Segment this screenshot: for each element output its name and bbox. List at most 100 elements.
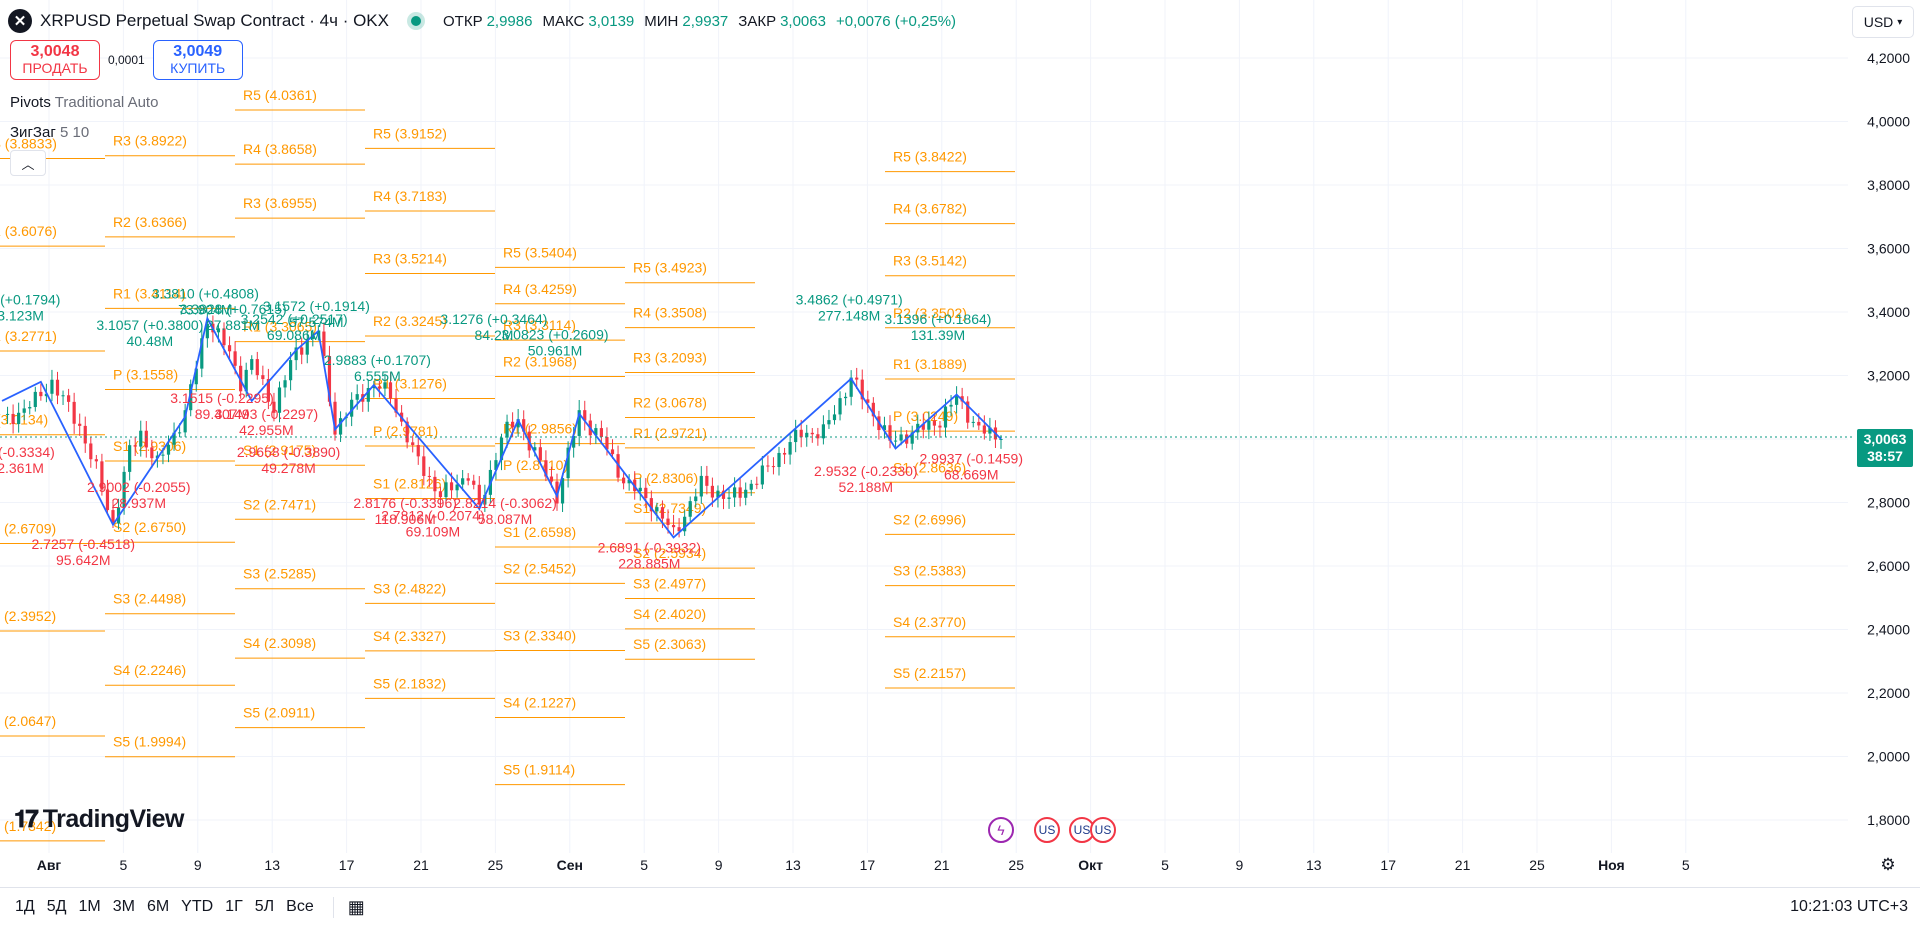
period-1m-button[interactable]: 1М (78, 898, 101, 915)
zigzag-volume-label: 228.885M (618, 555, 680, 571)
candle-body (727, 497, 731, 499)
candle-body (760, 465, 764, 485)
pivot-level-label: R3 (3.5142) (893, 253, 967, 269)
ohlc-close-value: 3,0063 (780, 12, 826, 30)
candle-body (294, 347, 298, 361)
zigzag-volume-label: 42.955M (239, 422, 293, 438)
pivot-level-label: R4 (3.3508) (633, 305, 707, 321)
period-all-button[interactable]: Все (286, 898, 314, 915)
candle-body (683, 516, 687, 532)
zigzag-label: 2.9658 (-0.3890) (237, 444, 341, 460)
candle-body (250, 359, 254, 370)
candle-body (544, 460, 548, 477)
candle-body (94, 459, 98, 462)
period-ytd-button[interactable]: YTD (181, 898, 214, 915)
clock[interactable]: 10:21:03 UTC+3 (1790, 898, 1908, 915)
period-3m-button[interactable]: 3М (112, 898, 135, 915)
period-1y-button[interactable]: 1Г (225, 898, 243, 915)
period-5y-button[interactable]: 5Л (254, 898, 275, 915)
candle-body (782, 452, 787, 455)
symbol-title[interactable]: XRPUSD Perpetual Swap Contract · 4ч · OK… (40, 11, 389, 30)
period-5d-button[interactable]: 5Д (46, 898, 67, 915)
pivot-level-label: R2 (3.1968) (503, 354, 577, 370)
candle-body (572, 435, 576, 448)
pivot-level-label: S2 (2.6750) (113, 519, 186, 535)
last-price-badge: 3,0063 38:57 (1857, 429, 1913, 467)
candle-body (744, 489, 748, 498)
x-tick-label: 9 (1236, 857, 1244, 873)
candle-body (283, 380, 287, 388)
candle-body (11, 413, 15, 425)
candle-body (610, 449, 615, 455)
pivot-level-label: S1 (2.8126) (373, 475, 446, 491)
candle-body (827, 420, 831, 425)
tradingview-logo-text: TradingView (42, 805, 185, 833)
zigzag-label: 3.2542 (+0.2517) (241, 311, 348, 327)
candle-body (333, 401, 337, 435)
candle-body (272, 401, 276, 413)
candle-body (422, 456, 426, 476)
candle-body (72, 401, 76, 424)
candle-body (372, 386, 376, 389)
candle-body (449, 482, 454, 491)
x-tick-label: 17 (1380, 857, 1396, 873)
candle-body (771, 466, 776, 468)
y-tick-label: 2,2000 (1867, 685, 1910, 701)
candle-body (699, 475, 703, 497)
candle-body (255, 359, 259, 376)
chevron-up-icon: ︿ (21, 156, 35, 172)
candle-body (660, 507, 665, 519)
candle-body (338, 418, 343, 435)
zigzag-volume-label: 27.881M (206, 317, 260, 333)
candle-body (438, 491, 443, 498)
candle-body (44, 393, 48, 397)
pivot-level-label: S2 (2.5934) (633, 545, 706, 561)
us-flag-icon[interactable]: US (1090, 817, 1116, 843)
pivot-level-label: R1 (3.1889) (893, 356, 967, 372)
candle-body (83, 425, 87, 444)
collapse-indicators-button[interactable]: ︿ (10, 150, 46, 176)
zigzag-volume-label: 49.278M (261, 460, 315, 476)
indicator-pivots[interactable]: Pivots Traditional Auto (10, 94, 158, 111)
buy-price: 3,0049 (173, 43, 223, 60)
candle-body (844, 396, 848, 399)
event-flash-icon[interactable]: ϟ (988, 817, 1014, 843)
candle-body (427, 475, 431, 477)
currency-selector[interactable]: USD ▾ (1852, 6, 1914, 38)
candle-body (566, 447, 570, 479)
pivot-level-label: P (3.1558) (113, 367, 178, 383)
xrp-logo-icon[interactable]: ✕ (8, 9, 32, 33)
candle-body (22, 408, 26, 413)
x-tick-label: 13 (1306, 857, 1322, 873)
candle-body (183, 410, 187, 433)
tradingview-logo-icon: 𝟏𝟕 (14, 805, 39, 833)
pivot-level-label: R4 (3.4259) (503, 281, 577, 297)
buy-button[interactable]: 3,0049 КУПИТЬ (152, 40, 243, 80)
gear-icon[interactable]: ⚙ (1880, 855, 1896, 874)
tradingview-logo[interactable]: 𝟏𝟕 TradingView (14, 805, 185, 834)
calendar-icon[interactable]: ▦ (332, 896, 365, 918)
candle-body (927, 420, 931, 430)
x-tick-label: 25 (1529, 857, 1545, 873)
pivot-level-label: R4 (3.8658) (243, 141, 317, 157)
candle-body (810, 432, 814, 435)
candle-body (882, 425, 887, 431)
pivot-level-label: R1 (2.9721) (633, 425, 707, 441)
spread-value: 0,0001 (108, 53, 145, 67)
zigzag-label: 3.1572 (+0.1914) (263, 298, 370, 314)
candle-body (688, 501, 692, 517)
us-flag-icon[interactable]: US (1034, 817, 1060, 843)
zigzag-volume-label: 131.39M (911, 327, 965, 343)
pivot-level-label: R2 (3.0678) (633, 394, 707, 410)
candle-body (227, 345, 232, 352)
zigzag-volume-label: 42.361M (0, 460, 44, 476)
pivot-level-label: S3 (2.4498) (113, 591, 186, 607)
pivot-level-label: S4 (2.3098) (243, 635, 316, 651)
indicator-zigzag[interactable]: ЗигЗаг 5 10 (10, 124, 89, 141)
candle-body (577, 410, 581, 436)
period-1d-button[interactable]: 1Д (15, 898, 35, 915)
period-6m-button[interactable]: 6М (146, 898, 170, 915)
zigzag-label: 81 (-0.3334) (0, 444, 55, 460)
sell-button[interactable]: 3,0048 ПРОДАТЬ (10, 40, 100, 80)
